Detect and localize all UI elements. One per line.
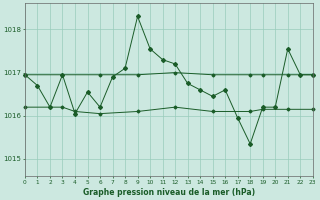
X-axis label: Graphe pression niveau de la mer (hPa): Graphe pression niveau de la mer (hPa) <box>83 188 255 197</box>
